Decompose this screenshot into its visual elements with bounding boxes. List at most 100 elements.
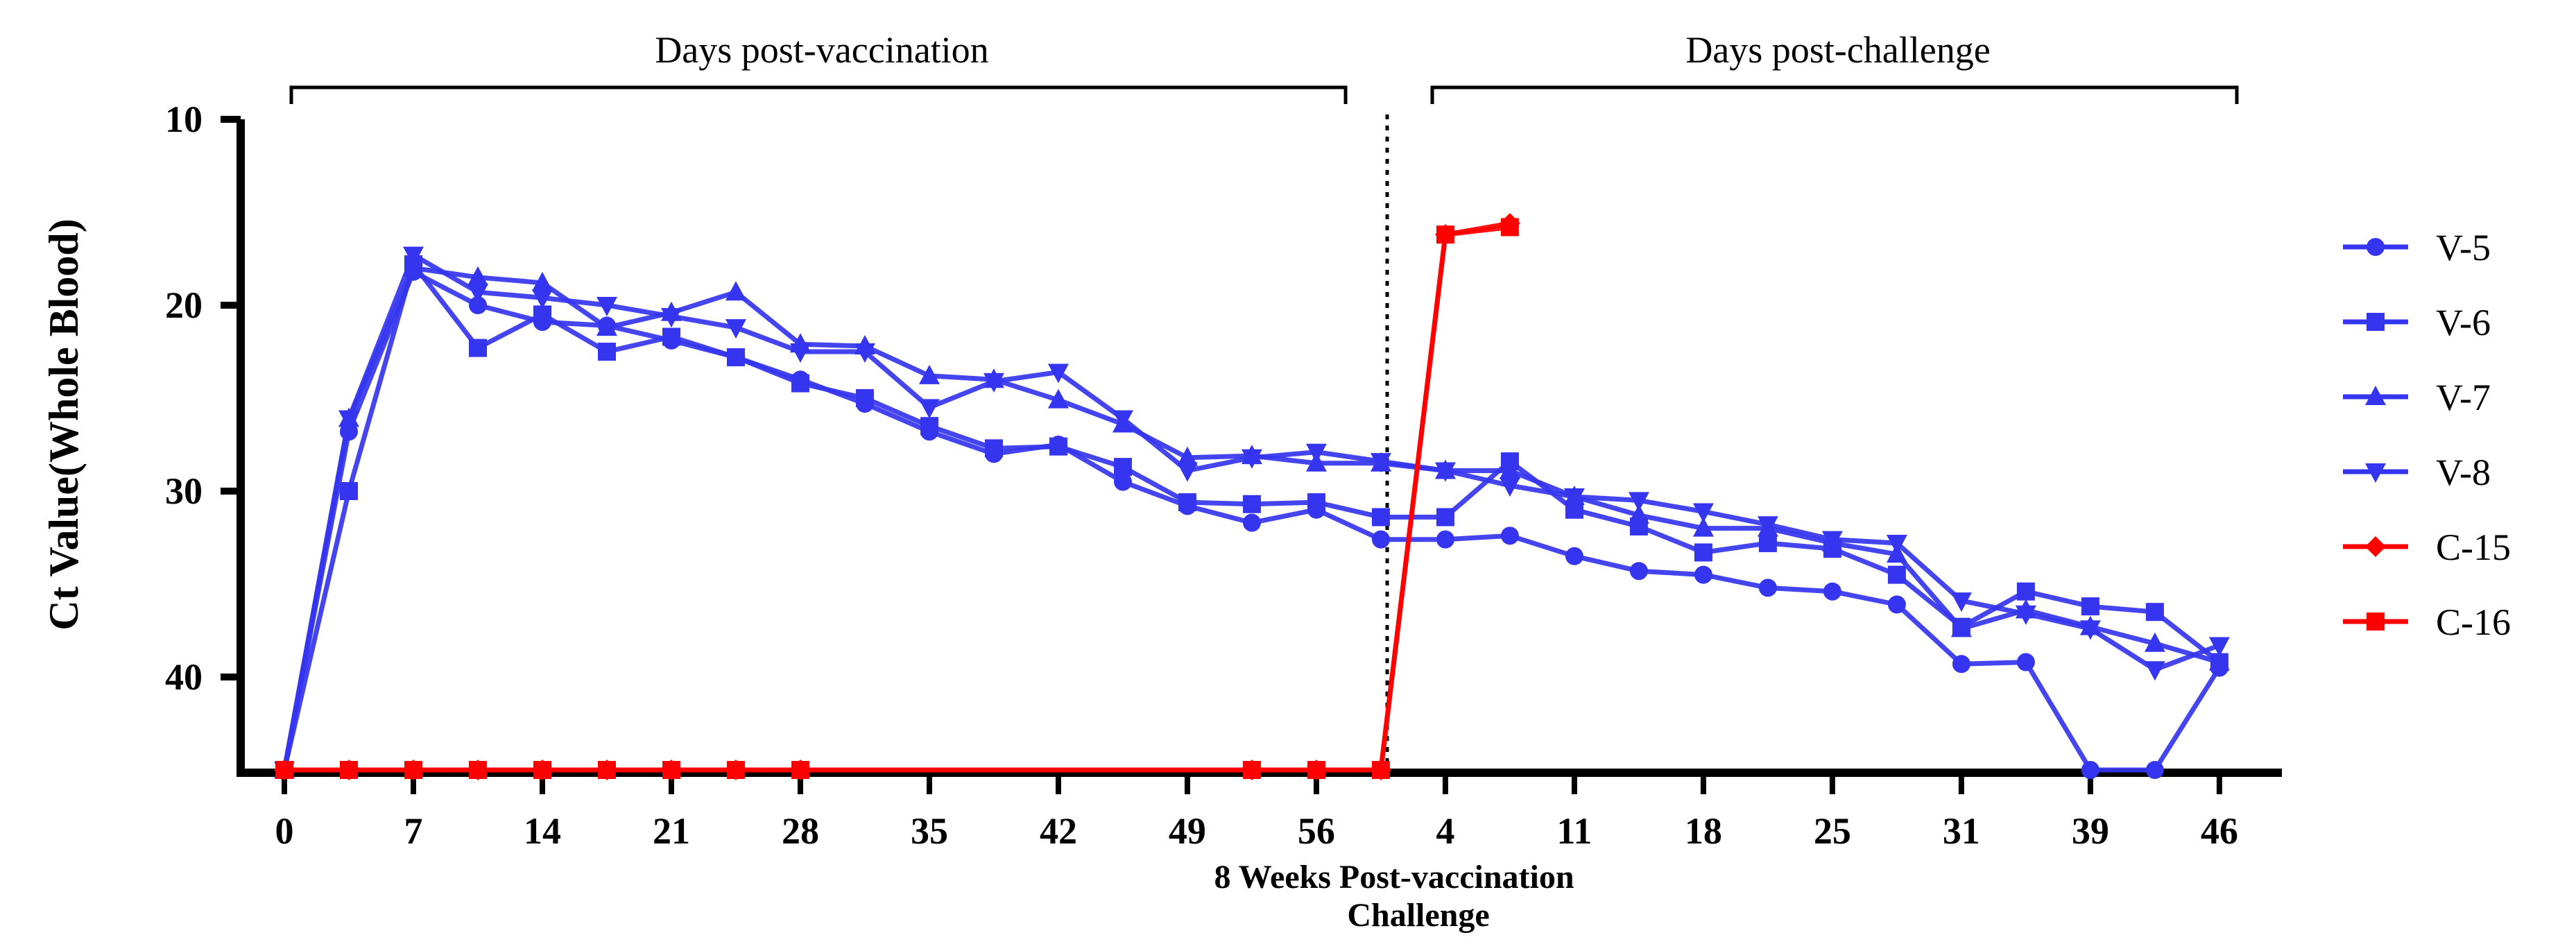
data-point-v-8 <box>1047 363 1069 384</box>
data-point-v-7 <box>467 266 488 286</box>
data-point-v-5 <box>1887 595 1906 614</box>
data-point-v-5 <box>2081 761 2100 779</box>
data-point-v-7 <box>1176 446 1198 466</box>
x-tick-label: 21 <box>653 810 690 852</box>
x-tick-label: 11 <box>1556 810 1592 852</box>
x-tick-label: 31 <box>1943 810 1980 852</box>
data-point-v-7 <box>1692 517 1714 537</box>
legend-item-v-5: V-5 <box>2343 227 2491 268</box>
y-tick-label: 20 <box>165 284 203 326</box>
data-point-v-8 <box>1434 462 1456 482</box>
y-tick-label: 30 <box>165 470 203 512</box>
data-point-v-6 <box>468 339 487 357</box>
data-point-c-16 <box>597 761 616 779</box>
data-point-v-5 <box>1823 582 1841 601</box>
data-point-v-6 <box>1178 493 1196 512</box>
series-layer <box>274 213 2230 781</box>
legend-marker <box>2367 238 2385 256</box>
legend-item-v-6: V-6 <box>2343 302 2491 343</box>
data-point-v-8 <box>1692 503 1714 523</box>
data-point-v-7 <box>918 364 940 384</box>
legend-label: V-5 <box>2436 227 2491 268</box>
data-point-v-5 <box>1500 526 1519 545</box>
x-tick-label: 25 <box>1814 810 1851 852</box>
data-point-v-5 <box>1952 655 1970 674</box>
data-point-v-8 <box>1563 488 1585 508</box>
legend-marker <box>2367 612 2385 631</box>
data-point-v-8 <box>1950 592 1972 612</box>
data-point-v-5 <box>1436 530 1454 549</box>
data-point-v-8 <box>338 410 359 430</box>
y-tick-label: 40 <box>165 656 203 698</box>
series-v-8 <box>274 246 2230 781</box>
series-c-16 <box>275 218 1519 779</box>
data-point-c-16 <box>1436 225 1454 244</box>
data-point-v-8 <box>854 343 875 363</box>
data-point-v-6 <box>1758 534 1777 553</box>
data-point-v-8 <box>789 343 811 363</box>
legend-label: V-6 <box>2436 302 2491 343</box>
data-point-v-5 <box>1113 472 1132 491</box>
data-point-c-16 <box>726 761 745 779</box>
data-point-v-8 <box>1499 477 1520 497</box>
legend-label: C-15 <box>2436 526 2511 568</box>
data-point-c-16 <box>1500 218 1519 237</box>
vaccination-bracket-label: Days post-vaccination <box>655 29 988 71</box>
data-point-v-5 <box>1565 547 1583 565</box>
legend-item-c-15: C-15 <box>2343 526 2511 568</box>
challenge-bracket: Days post-challenge <box>1430 29 2239 104</box>
data-point-v-5 <box>1758 579 1777 597</box>
x-tick-label: 4 <box>1436 810 1454 852</box>
x-axis-label-line2: Challenge <box>1347 897 1489 934</box>
data-point-v-6 <box>2145 603 2164 622</box>
data-point-v-6 <box>855 389 874 407</box>
data-point-v-5 <box>1629 562 1648 581</box>
data-point-c-16 <box>404 761 422 779</box>
data-point-v-8 <box>2015 605 2036 625</box>
data-point-c-16 <box>339 761 358 779</box>
data-point-c-16 <box>468 761 487 779</box>
data-point-v-7 <box>725 281 746 301</box>
data-point-v-6 <box>1113 458 1132 477</box>
x-tick-label: 18 <box>1685 810 1722 852</box>
data-point-v-8 <box>983 372 1004 393</box>
data-point-v-6 <box>597 343 616 361</box>
data-point-v-6 <box>791 374 809 393</box>
data-point-c-16 <box>275 761 293 779</box>
data-point-c-16 <box>1242 761 1261 779</box>
data-point-v-8 <box>2208 637 2230 657</box>
legend-item-c-16: C-16 <box>2343 601 2511 643</box>
data-point-v-6 <box>1307 493 1325 512</box>
data-point-c-16 <box>1371 761 1390 779</box>
x-tick-label: 14 <box>524 810 561 852</box>
data-point-v-6 <box>1049 437 1067 456</box>
data-point-v-7 <box>2208 651 2230 671</box>
data-point-v-6 <box>1694 543 1712 562</box>
legend-label: V-8 <box>2436 452 2491 493</box>
data-point-v-5 <box>1242 513 1261 532</box>
x-tick-label: 0 <box>275 810 294 852</box>
data-point-v-8 <box>1305 443 1327 463</box>
data-point-v-7 <box>596 316 617 336</box>
data-point-v-6 <box>2081 597 2100 616</box>
data-point-v-8 <box>1370 453 1391 473</box>
data-point-v-6 <box>2016 582 2035 601</box>
legend-marker <box>2365 463 2386 483</box>
data-point-v-6 <box>339 482 358 500</box>
data-point-v-8 <box>725 319 746 339</box>
data-point-v-8 <box>1757 516 1778 536</box>
legend-marker <box>2365 386 2386 405</box>
data-point-v-8 <box>1176 462 1198 482</box>
x-tick-label: 39 <box>2072 810 2109 852</box>
data-point-v-6 <box>920 417 938 436</box>
x-tick-label: 56 <box>1298 810 1335 852</box>
x-ticks: 0 7 14 21 28 35 42 49 56 4 11 18 25 31 39 46 <box>275 773 2238 852</box>
data-point-v-8 <box>402 246 424 266</box>
data-point-v-8 <box>2144 661 2165 681</box>
data-point-v-7 <box>531 271 553 291</box>
series-line-c-16 <box>284 224 1511 773</box>
legend-item-v-8: V-8 <box>2343 452 2491 493</box>
data-point-v-7 <box>2144 632 2165 652</box>
x-tick-label: 46 <box>2201 810 2238 852</box>
data-point-v-6 <box>726 348 745 367</box>
